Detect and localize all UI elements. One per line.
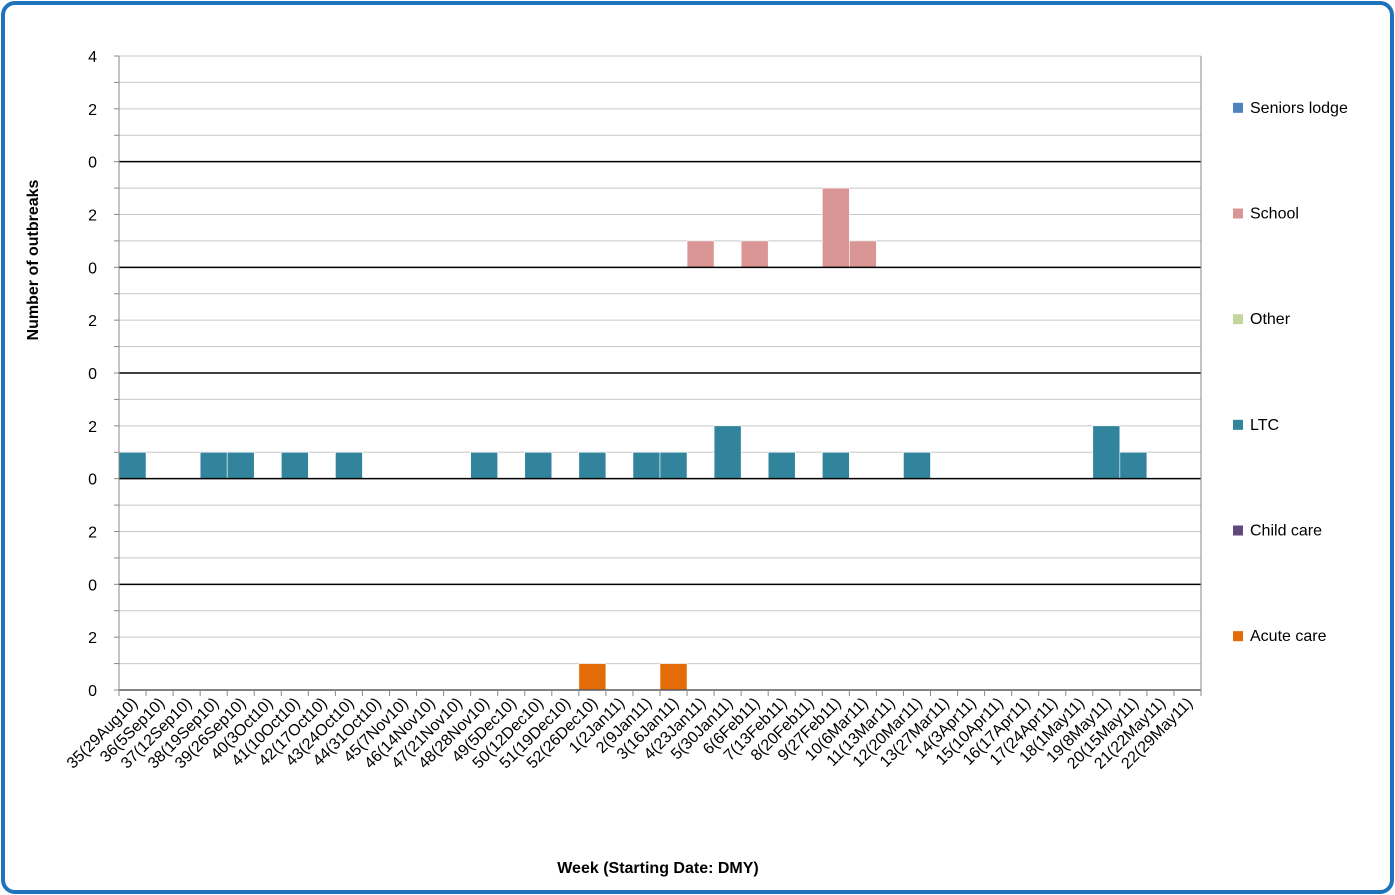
bar-ltc <box>118 451 147 479</box>
legend: Seniors lodge School Other LTC Child care Acu… <box>1233 100 1348 645</box>
legend-swatch <box>1233 102 1243 113</box>
bar-ltc <box>632 451 661 479</box>
legend-label: School <box>1250 206 1299 223</box>
axes <box>114 55 1202 696</box>
bar-school <box>821 187 850 268</box>
x-tick-labels: 35(29Aug10)36(5Sep10)37(12Sep10)38(19Sep… <box>64 695 1196 773</box>
y-tick-label: 0 <box>88 472 97 489</box>
bar-ltc <box>659 451 688 479</box>
y-tick-label: 0 <box>88 155 97 172</box>
bar-ltc <box>713 425 742 479</box>
legend-swatch <box>1233 314 1243 325</box>
legend-swatch <box>1233 208 1243 219</box>
bar-ltc <box>280 451 309 479</box>
bar-ltc <box>524 451 553 479</box>
bar-ltc <box>1092 425 1121 479</box>
y-tick-label: 2 <box>88 630 97 647</box>
y-tick-label: 2 <box>88 525 97 542</box>
bar-ltc <box>470 451 498 479</box>
y-tick-label: 2 <box>88 313 97 330</box>
bar-school <box>740 240 769 268</box>
legend-label: Seniors lodge <box>1250 100 1348 117</box>
y-tick-label: 0 <box>88 366 97 383</box>
legend-label: Acute care <box>1250 628 1327 645</box>
legend-swatch <box>1233 631 1243 642</box>
y-tick-label: 0 <box>88 260 97 277</box>
y-tick-labels: 4 2 0 2 0 2 0 2 0 2 0 2 0 <box>88 49 97 700</box>
legend-label: Other <box>1250 311 1291 328</box>
y-tick-label: 0 <box>88 683 97 700</box>
y-tick-label: 2 <box>88 419 97 436</box>
x-axis-title: Week (Starting Date: DMY) <box>557 860 759 877</box>
legend-label: LTC <box>1250 417 1279 434</box>
legend-label: Child care <box>1250 523 1322 540</box>
legend-swatch <box>1233 525 1243 536</box>
bar-ltc <box>767 451 796 479</box>
bar-ltc <box>821 451 850 479</box>
bar-ltc <box>226 451 255 479</box>
bar-ltc <box>335 451 363 479</box>
bar-ltc <box>903 451 931 479</box>
bars <box>118 187 1148 691</box>
y-tick-label: 2 <box>88 102 97 119</box>
bar-ltc <box>578 451 607 479</box>
legend-swatch <box>1233 419 1243 430</box>
y-axis-title: Number of outbreaks <box>25 179 42 340</box>
y-tick-label: 0 <box>88 577 97 594</box>
bar-school <box>849 240 877 268</box>
bar-acute-care <box>659 663 688 691</box>
bar-ltc <box>199 451 228 479</box>
y-tick-label: 4 <box>88 49 97 66</box>
y-tick-label: 2 <box>88 208 97 225</box>
bar-acute-care <box>578 663 607 691</box>
bar-ltc <box>1119 451 1148 479</box>
bar-school <box>686 240 715 268</box>
